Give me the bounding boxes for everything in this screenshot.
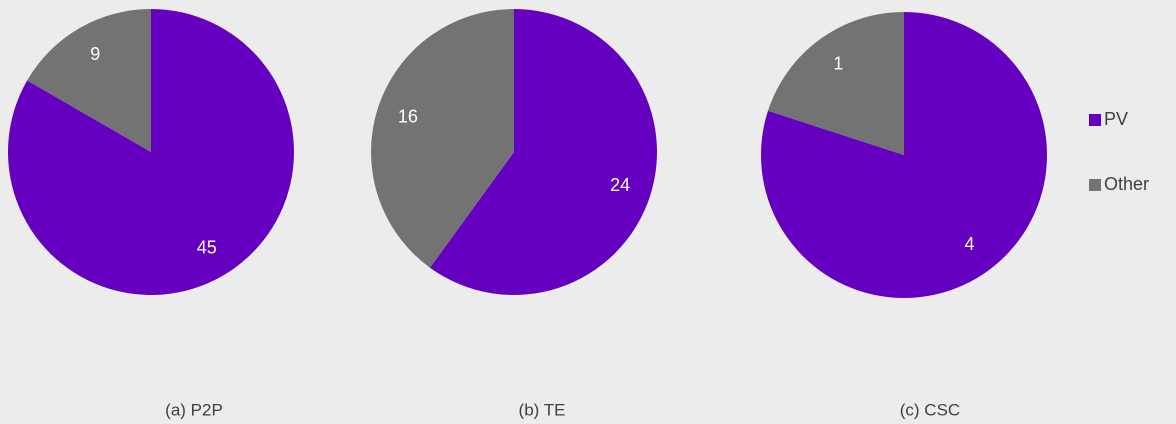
- pie-slice: [27, 8, 151, 152]
- data-label: 45: [197, 237, 217, 257]
- data-label: 24: [610, 175, 630, 195]
- legend-label: Other: [1104, 174, 1149, 194]
- data-label: 16: [398, 106, 418, 126]
- chart-caption: (a) P2P: [165, 400, 223, 419]
- data-label: 9: [90, 44, 100, 64]
- legend-swatch: [1089, 114, 1101, 126]
- pie-slice: [767, 12, 904, 155]
- data-label: 1: [833, 54, 843, 74]
- pie-slice: [7, 9, 294, 295]
- chart-caption: (b) TE: [519, 400, 566, 419]
- data-label: 4: [965, 234, 975, 254]
- legend-swatch: [1089, 179, 1101, 191]
- legend-label: PV: [1104, 109, 1128, 129]
- pie-slice: [429, 9, 658, 295]
- pie-slice: [371, 9, 514, 268]
- chart-caption: (c) CSC: [900, 400, 960, 419]
